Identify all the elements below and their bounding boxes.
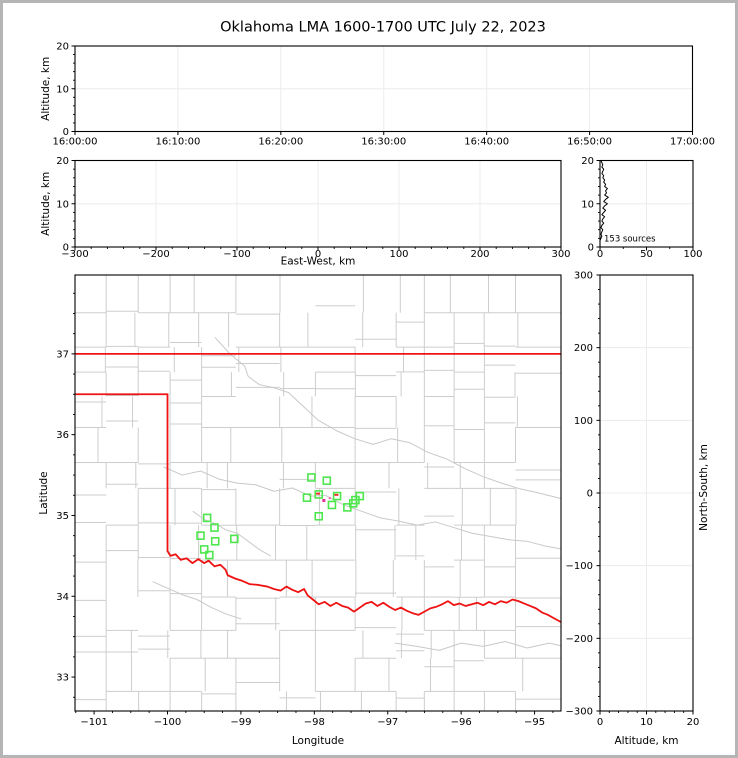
y-tick-label: 33 [56, 673, 69, 684]
y-tick-label: 37 [56, 349, 69, 360]
y-tick-label: 10 [56, 84, 69, 95]
y-tick-label: 20 [56, 156, 69, 167]
x-tick-label: −98 [304, 717, 325, 728]
station-marker [196, 531, 205, 540]
station-marker [307, 473, 316, 482]
y-tick-label: 34 [56, 592, 69, 603]
station-marker [314, 511, 324, 521]
y-tick-label: −100 [566, 561, 593, 572]
y-tick-label: 0 [587, 489, 593, 500]
source-marker [334, 493, 339, 496]
histogram-trace [599, 160, 609, 242]
figure-title: Oklahoma LMA 1600-1700 UTC July 22, 2023 [220, 20, 546, 36]
y-tick-label: −200 [566, 634, 593, 645]
river-line [214, 337, 561, 500]
ew-panel-ylabel: Altitude, km [40, 172, 52, 236]
y-tick-label: 100 [574, 416, 593, 427]
station-marker [327, 500, 337, 510]
station-marker [332, 491, 342, 501]
map-xlabel: Longitude [292, 735, 344, 747]
y-tick-label: 300 [574, 271, 593, 282]
x-tick-label: −95 [524, 717, 545, 728]
source-marker [316, 492, 320, 495]
x-tick-label: −100 [154, 717, 181, 728]
y-tick-label: 10 [581, 199, 594, 210]
station-marker [314, 490, 324, 499]
y-tick-label: 0 [588, 243, 594, 254]
y-tick-label: −300 [566, 707, 593, 718]
x-tick-label: 0 [597, 249, 603, 260]
station-marker [199, 545, 209, 554]
y-tick-label: 0 [63, 127, 69, 138]
station-marker [210, 523, 219, 532]
x-tick-label: 16:30:00 [361, 137, 406, 148]
ticks-layer: 16:00:00 16:10:00 16:20:00 16:30:00 16:40:00… [53, 42, 715, 729]
figure-canvas: 16:00:00 16:10:00 16:20:00 16:30:00 16:40:00… [38, 20, 715, 748]
y-tick-label: 20 [581, 156, 594, 167]
y-tick-label: 10 [56, 199, 69, 210]
station-marker [205, 550, 214, 560]
source-marker [328, 497, 331, 500]
station-marker [210, 537, 220, 546]
y-tick-label: 200 [574, 343, 593, 354]
x-tick-label: 0 [315, 249, 321, 260]
x-tick-label: 50 [640, 249, 653, 260]
river-line [394, 641, 561, 651]
y-tick-label: 0 [63, 243, 69, 254]
x-tick-label: 0 [597, 717, 603, 728]
x-tick-label: 16:10:00 [155, 137, 200, 148]
river-line [192, 510, 271, 557]
x-tick-label: 16:40:00 [464, 137, 509, 148]
x-tick-label: 16:20:00 [258, 137, 303, 148]
axis-frame [74, 274, 562, 712]
station-marker [322, 476, 332, 486]
x-tick-label: −101 [80, 717, 107, 728]
x-tick-label: 10 [640, 717, 653, 728]
y-tick-label: 36 [56, 430, 69, 441]
data-layer [599, 160, 609, 242]
river-line [163, 466, 561, 550]
y-tick-label: 35 [56, 511, 69, 522]
red-river-border-line [166, 550, 561, 624]
x-tick-label: 200 [470, 249, 489, 260]
x-tick-label: 300 [551, 249, 570, 260]
source-count-annotation: 153 sources [604, 235, 656, 245]
river-line [152, 581, 242, 620]
ew-panel-xlabel: East-West, km [281, 256, 356, 268]
map-layer [75, 275, 561, 711]
ns-panel-ylabel: North-South, km [698, 444, 710, 531]
ns-panel-xlabel: Altitude, km [614, 735, 678, 747]
x-tick-label: 17:00:00 [670, 137, 715, 148]
x-tick-label: 100 [683, 249, 702, 260]
x-tick-label: 100 [389, 249, 408, 260]
x-tick-label: −200 [142, 249, 169, 260]
x-tick-label: −300 [61, 249, 88, 260]
x-tick-label: 16:50:00 [567, 137, 612, 148]
x-tick-label: −97 [377, 717, 398, 728]
station-marker [355, 491, 365, 501]
y-tick-label: 20 [56, 42, 69, 53]
time-panel-ylabel: Altitude, km [40, 57, 52, 121]
gridlines-layer [75, 46, 693, 711]
x-tick-label: −96 [451, 717, 472, 728]
x-tick-label: −99 [230, 717, 251, 728]
station-marker [230, 534, 239, 544]
station-marker [302, 493, 312, 502]
x-tick-label: 16:00:00 [53, 137, 98, 148]
x-tick-label: −100 [223, 249, 250, 260]
map-ylabel: Latitude [38, 471, 50, 514]
station-marker [202, 513, 212, 523]
source-marker [322, 499, 326, 503]
x-tick-label: 20 [687, 717, 700, 728]
